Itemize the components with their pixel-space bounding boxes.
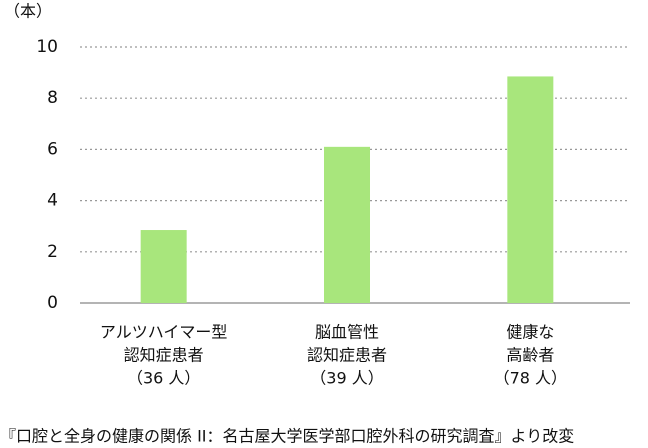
y-tick-label: 6 xyxy=(47,139,58,159)
x-tick-label: アルツハイマー型 xyxy=(100,323,228,342)
x-tick-label: 認知症患者 xyxy=(124,346,204,365)
source-note: 『口腔と全身の健康の関係 II：名古屋大学医学部口腔外科の研究調査』より改変 xyxy=(0,427,574,446)
x-tick-label: 健康な xyxy=(506,323,554,342)
x-tick-label: 認知症患者 xyxy=(307,346,387,365)
y-tick-label: 10 xyxy=(36,37,58,57)
y-axis-label: （本） xyxy=(4,2,52,21)
x-tick-label: （39 人） xyxy=(310,369,383,388)
y-tick-label: 0 xyxy=(47,293,58,313)
x-tick-label: （78 人） xyxy=(494,369,567,388)
x-tick-label: （36 人） xyxy=(127,369,200,388)
y-tick-label: 8 xyxy=(47,88,58,108)
bar xyxy=(507,76,554,303)
y-tick-label: 2 xyxy=(47,242,58,262)
y-tick-label: 4 xyxy=(47,191,58,211)
bar xyxy=(140,230,187,303)
bar xyxy=(324,146,370,303)
x-tick-label: 脳血管性 xyxy=(315,323,379,342)
x-tick-label: 高齢者 xyxy=(506,346,554,365)
